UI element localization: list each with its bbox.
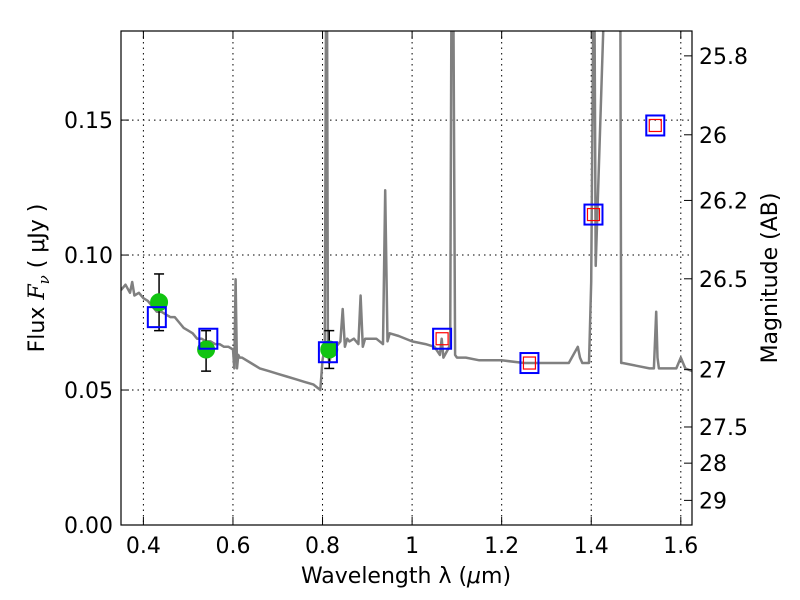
x-tick-label: 1.2 bbox=[484, 534, 519, 559]
model-point bbox=[432, 327, 453, 350]
mag-tick-label: 26 bbox=[699, 124, 727, 149]
limit-point bbox=[648, 118, 662, 133]
spectrum-line bbox=[121, 31, 692, 392]
axis-ticks: 0.4 0.6 0.8 1 1.2 1.4 1.6 0.00 0.05 0.10 0.15 25.8 2… bbox=[64, 31, 748, 559]
x-axis-title: Wavelength λ (μm) bbox=[301, 564, 511, 589]
mag-tick-label: 25.8 bbox=[699, 45, 748, 70]
x-tick-label: 1.6 bbox=[663, 534, 698, 559]
x-tick-label: 1 bbox=[405, 534, 419, 559]
mag-tick-label: 26.5 bbox=[699, 268, 748, 293]
mag-tick-label: 26.2 bbox=[699, 189, 748, 214]
limit-point bbox=[586, 207, 601, 222]
y-tick-label: 0.10 bbox=[64, 244, 113, 269]
mag-tick-label: 28 bbox=[699, 452, 727, 477]
model-point bbox=[519, 352, 540, 375]
grid-lines bbox=[121, 31, 692, 526]
y-tick-label: 0.15 bbox=[64, 109, 113, 134]
x-tick-label: 0.4 bbox=[126, 534, 161, 559]
y-tick-label: 0.00 bbox=[64, 514, 113, 539]
mag-tick-label: 27 bbox=[699, 359, 727, 384]
model-point bbox=[317, 341, 338, 364]
x-tick-label: 1.4 bbox=[574, 534, 609, 559]
x-tick-label: 0.8 bbox=[305, 534, 340, 559]
x-tick-label: 0.6 bbox=[215, 534, 250, 559]
y-axis-right-title: Magnitude (AB) bbox=[758, 193, 783, 364]
y-axis-title: Flux Fν ( μJy ) bbox=[25, 204, 53, 353]
plot-frame bbox=[120, 30, 693, 526]
limit-point bbox=[435, 332, 449, 346]
model-point bbox=[645, 114, 666, 137]
y-tick-label: 0.05 bbox=[64, 379, 113, 404]
limit-point bbox=[522, 356, 537, 370]
model-point bbox=[146, 306, 167, 329]
observed-point bbox=[320, 340, 339, 359]
mag-tick-label: 27.5 bbox=[699, 416, 748, 441]
model-point bbox=[583, 203, 604, 226]
mag-tick-label: 29 bbox=[699, 489, 727, 514]
spectrum-layer bbox=[121, 31, 692, 392]
photometry-layer bbox=[146, 114, 666, 375]
model-point bbox=[198, 327, 219, 350]
